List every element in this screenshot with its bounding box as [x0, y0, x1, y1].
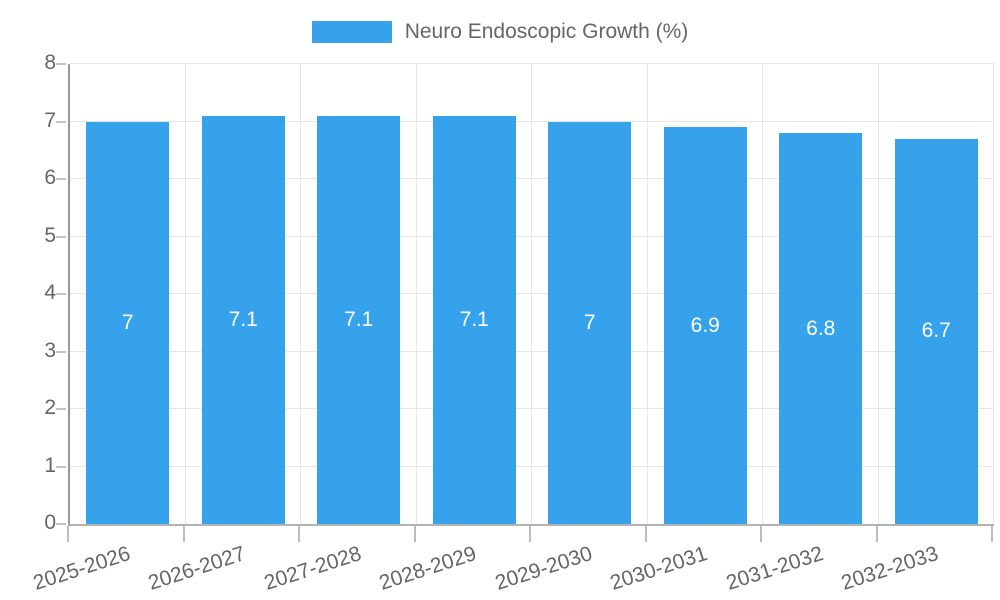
y-tick-mark [56, 235, 66, 238]
bar[interactable] [86, 121, 170, 524]
plot-area: 7 7.1 7.1 7.1 7 6.9 6.8 6.7 [68, 63, 994, 526]
y-tick-mark [56, 293, 66, 295]
x-gridline [531, 64, 532, 524]
x-tick-mark [644, 526, 647, 542]
y-tick-label: 6 [44, 166, 56, 189]
x-gridline [184, 64, 186, 524]
bar[interactable] [432, 115, 516, 524]
legend-swatch [311, 21, 392, 43]
legend-label: Neuro Endoscopic Growth (%) [404, 20, 689, 43]
bar[interactable] [779, 133, 863, 524]
x-gridline [877, 64, 879, 524]
y-gridline [70, 178, 994, 179]
y-gridline [70, 350, 994, 352]
x-tick-mark [67, 526, 69, 542]
y-tick-label: 8 [44, 51, 56, 74]
y-tick-mark [56, 178, 66, 180]
x-tick-mark [182, 526, 185, 542]
y-tick-mark [56, 120, 66, 123]
x-gridline [762, 64, 763, 524]
bar[interactable] [317, 115, 401, 524]
y-tick-mark [56, 465, 66, 468]
y-gridline [70, 63, 994, 64]
x-tick-mark [760, 526, 762, 542]
x-gridline [646, 64, 648, 524]
y-tick-mark [56, 63, 66, 65]
x-tick-mark [413, 526, 416, 542]
chart-legend[interactable]: Neuro Endoscopic Growth (%) [0, 16, 1000, 48]
x-tick-mark [875, 526, 878, 542]
y-tick-label: 0 [44, 511, 56, 534]
y-tick-mark [56, 350, 66, 353]
bar[interactable] [548, 121, 632, 524]
x-tick-mark [529, 526, 531, 542]
bar[interactable] [201, 115, 285, 524]
y-gridline [70, 465, 994, 467]
y-gridline [70, 235, 994, 237]
x-gridline [415, 64, 417, 524]
y-tick-label: 1 [44, 453, 56, 477]
y-tick-mark [56, 523, 66, 525]
y-tick-label: 4 [44, 281, 56, 304]
y-gridline [70, 408, 994, 409]
bar[interactable] [894, 138, 978, 524]
x-tick-mark [991, 526, 993, 542]
y-tick-label: 2 [44, 396, 56, 419]
y-tick-mark [56, 408, 66, 410]
y-gridline [70, 120, 994, 122]
x-tick-mark [298, 526, 300, 542]
x-gridline [300, 64, 301, 524]
y-tick-label: 7 [44, 108, 56, 132]
bar[interactable] [663, 127, 747, 524]
y-tick-label: 3 [44, 338, 56, 362]
x-gridline [993, 64, 994, 524]
y-tick-label: 5 [44, 223, 56, 247]
y-gridline [70, 293, 994, 294]
